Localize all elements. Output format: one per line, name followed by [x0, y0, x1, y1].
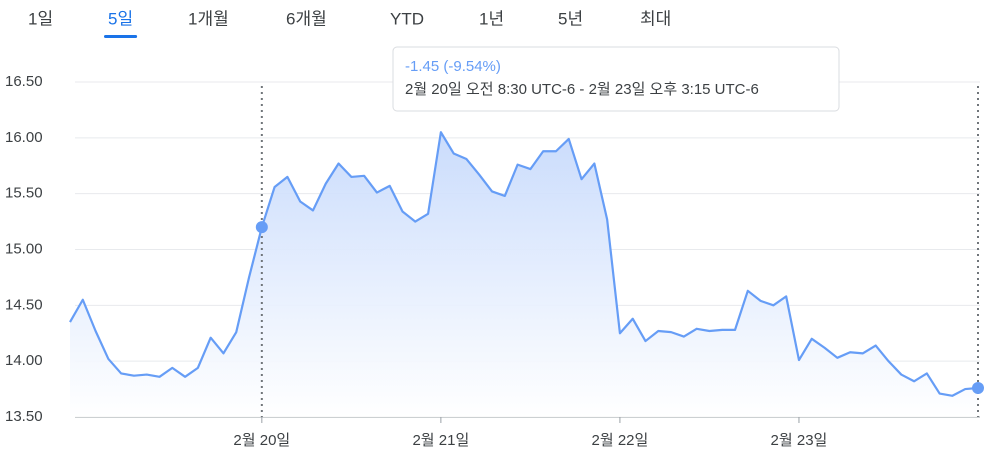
area — [70, 132, 978, 417]
x-tick-label: 2월 22일 — [592, 432, 649, 449]
tooltip-change: -1.45 (-9.54%) — [405, 58, 501, 75]
tab[interactable]: YTD — [390, 9, 424, 28]
tab[interactable]: 최대 — [640, 9, 671, 28]
tab-underline — [104, 35, 138, 38]
tab[interactable]: 1개월 — [188, 9, 229, 28]
x-tick-label: 2월 23일 — [771, 432, 828, 449]
y-tick-label: 14.50 — [5, 296, 43, 313]
y-tick-label: 16.50 — [5, 73, 43, 90]
selection-point — [972, 381, 984, 394]
y-tick-label: 15.00 — [5, 240, 43, 257]
tab[interactable]: 5년 — [558, 9, 583, 28]
tab[interactable]: 6개월 — [286, 9, 327, 28]
selection-point — [255, 221, 268, 234]
x-tick-label: 2월 21일 — [412, 432, 469, 449]
tab[interactable]: 5일 — [108, 9, 133, 28]
y-tick-label: 14.00 — [5, 352, 43, 369]
y-tick-label: 16.00 — [5, 129, 43, 146]
tooltip-range: 2월 20일 오전 8:30 UTC-6 - 2월 23일 오후 3:15 UT… — [405, 81, 759, 98]
tab[interactable]: 1년 — [479, 9, 504, 28]
y-tick-label: 15.50 — [5, 185, 43, 202]
x-tick-label: 2월 20일 — [233, 432, 290, 449]
tooltip: -1.45 (-9.54%) 2월 20일 오전 8:30 UTC-6 - 2월… — [392, 46, 840, 112]
tooltip-box — [392, 46, 840, 112]
tab[interactable]: 1일 — [28, 9, 53, 28]
y-tick-label: 13.50 — [5, 408, 43, 425]
line — [69, 131, 979, 397]
